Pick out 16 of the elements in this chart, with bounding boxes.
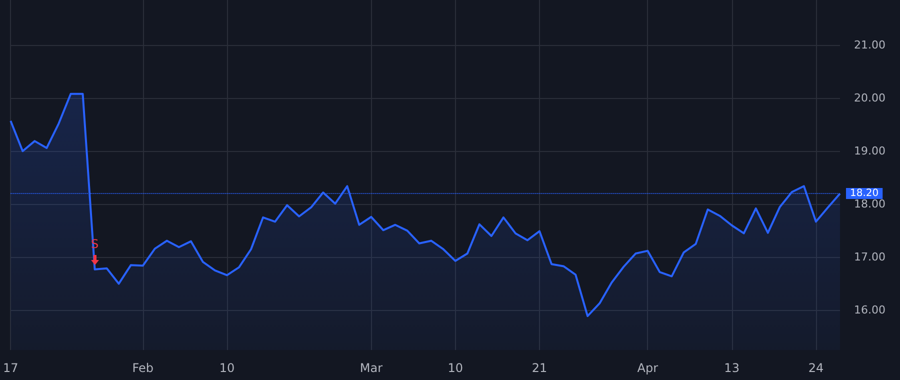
y-tick-label: 20.00 — [854, 92, 886, 105]
x-tick-label: 10 — [448, 361, 464, 375]
x-tick-label: 17 — [2, 361, 18, 375]
x-tick-label: Apr — [637, 361, 658, 375]
x-tick-label: Mar — [360, 361, 383, 375]
ref-line-label: 18.20 — [850, 188, 879, 200]
y-tick-label: 18.00 — [854, 198, 886, 211]
y-tick-label: 19.00 — [854, 144, 886, 158]
x-tick-label: 21 — [532, 361, 548, 375]
x-tick-label: Feb — [132, 361, 154, 375]
y-tick-label: 16.00 — [854, 304, 886, 317]
x-tick-label: 24 — [808, 361, 824, 375]
x-tick-label: 13 — [724, 361, 740, 375]
y-tick-label: 17.00 — [854, 250, 886, 264]
x-tick-label: 10 — [219, 361, 235, 375]
y-tick-label: 21.00 — [854, 38, 886, 52]
